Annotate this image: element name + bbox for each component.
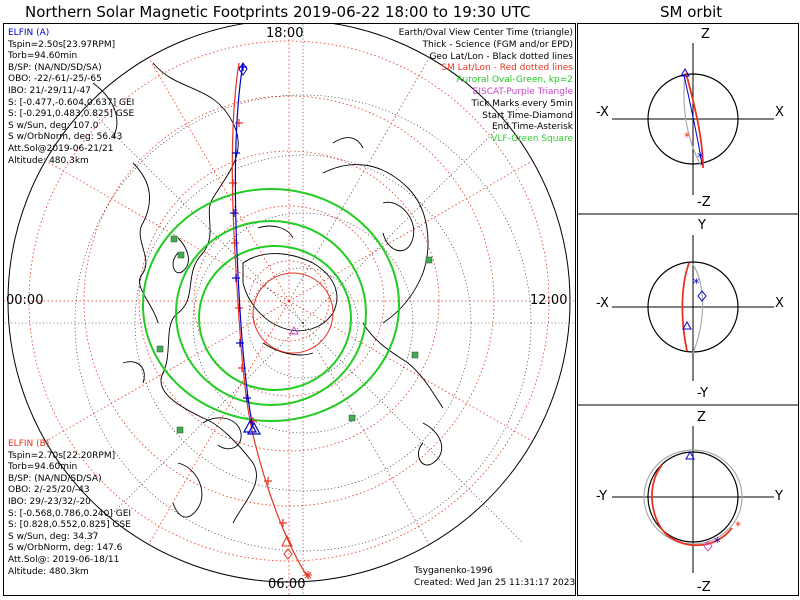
- elfin-a-line: Tspin=2.50s[23.97RPM]: [8, 39, 116, 50]
- elfin-b-line: Altitude: 480.3km: [8, 566, 89, 577]
- footprint-map: [3, 23, 576, 596]
- elfin-b-line: IBO: 29/-23/32/-20: [8, 496, 91, 507]
- panel2-top-label: Y: [697, 218, 706, 233]
- geo-grid: [3, 23, 576, 596]
- orbit-frame: [577, 23, 799, 596]
- legend-item-tick-marks: Tick Marks every 5min: [471, 98, 573, 109]
- legend-item-view-center: Earth/Oval View Center Time (triangle): [398, 28, 573, 38]
- orbit-path-gray: [691, 262, 704, 354]
- elfin-b-line: S: [-0.568,0.786,0.240] GEI: [8, 508, 132, 519]
- elfin-a-line: Att.Sol@2019-06-21/21: [8, 143, 114, 154]
- legend-item-geo-grid: Geo Lat/Lon - Black dotted lines: [429, 51, 573, 62]
- created-timestamp: Created: Wed Jan 25 11:31:17 2023: [414, 578, 576, 588]
- map-frame: [3, 23, 576, 596]
- start-time-diamond: [703, 540, 713, 552]
- elfin-a-line: S w/Sun, deg: 107.0: [8, 120, 99, 131]
- orbit-path-b: [685, 72, 704, 169]
- orbit-path-b: [681, 262, 690, 352]
- elfin-b-line: S: [0.828,0.552,0.825] GSE: [8, 520, 131, 531]
- elfin-a-line: Torb=94.60min: [8, 51, 78, 62]
- orbit-panel-yz: * * Z -Z -Y Y: [596, 410, 783, 595]
- sm-polar-circle: [252, 272, 334, 354]
- legend-item-eiscat: EISCAT-Purple Triangle: [472, 86, 573, 97]
- elfin-b-line: Torb=94.60min: [8, 462, 78, 473]
- panel3-bottom-label: -Z: [697, 580, 711, 595]
- orbit-title: SM orbit: [660, 3, 723, 21]
- legend: Earth/Oval View Center Time (triangle) T…: [399, 28, 573, 146]
- time-label-top: 18:00: [266, 26, 304, 41]
- elfin-a-track: [230, 62, 262, 435]
- legend-item-auroral-oval: Auroral Oval-Green, kp=2: [456, 75, 573, 86]
- end-time-asterisk: *: [735, 519, 741, 533]
- panel2-bottom-label: -Y: [697, 386, 708, 401]
- panel1-bottom-label: -Z: [697, 195, 711, 210]
- map-grid: [3, 23, 576, 596]
- footprint-map-svg: [3, 23, 576, 596]
- elfin-a-line: S: [-0.291,0.483,0.825] GSE: [8, 109, 135, 120]
- elfin-a-line: B/SP: (NA/ND/SD/SA): [8, 62, 102, 73]
- orbit-panel-xz: * * Z -Z -X X: [596, 27, 784, 210]
- elfin-a-info: ELFIN (A) Tspin=2.50s[23.97RPM] Torb=94.…: [8, 28, 134, 167]
- panel3-top-label: Z: [697, 410, 706, 425]
- elfin-b-line: OBO: 2/-25/20/-43: [8, 485, 90, 496]
- elfin-a-line: IBO: 21/-29/11/-47: [8, 85, 91, 96]
- orbit-panel-xy: * Y -Y -X X: [596, 218, 784, 401]
- orbit-panels: * * Z -Z -X X * Y -Y -X X: [577, 23, 799, 596]
- orbit-path-b: [651, 464, 733, 547]
- start-time-diamond: [697, 290, 707, 302]
- orbit-path-gray: [643, 449, 743, 545]
- panel1-right-label: X: [775, 105, 784, 120]
- panel1-left-label: -X: [596, 105, 609, 120]
- elfin-b-name: ELFIN (B): [8, 439, 50, 449]
- elfin-b-line: S w/Sun, deg: 34.37: [8, 531, 99, 542]
- panel3-right-label: Y: [774, 489, 783, 504]
- elfin-b-line: Att.Sol@: 2019-06-18/11: [8, 554, 120, 565]
- elfin-b-line: B/SP: (NA/ND/SD/SA): [8, 473, 102, 484]
- elfin-a-line: Altitude: 480.3km: [8, 155, 89, 166]
- legend-item-sm-grid: SM Lat/Lon - Red dotted lines: [441, 63, 573, 74]
- elfin-a-line: S: [-0.477,-0.604,0.637] GEI: [8, 97, 135, 108]
- orbit-path-a: [683, 74, 703, 166]
- elfin-b-info: ELFIN (B) Tspin=2.70s[22.20RPM] Torb=94.…: [8, 439, 131, 578]
- elfin-b-line: S w/OrbNorm, deg: 147.6: [8, 543, 123, 554]
- legend-item-end-time: End Time-Asterisk: [491, 122, 573, 133]
- orbit-panels-svg: * * Z -Z -X X * Y -Y -X X: [577, 23, 799, 596]
- end-time-asterisk: *: [693, 277, 700, 292]
- panel2-right-label: X: [775, 296, 784, 311]
- end-time-asterisk: *: [714, 536, 721, 551]
- elfin-a-line: S w/OrbNorm, deg: 56.43: [8, 132, 123, 143]
- elfin-b-track: [229, 62, 312, 580]
- legend-item-vlf: VLF-Green Square: [491, 134, 573, 145]
- elfin-a-name: ELFIN (A): [8, 28, 50, 38]
- page-title: Northern Solar Magnetic Footprints 2019-…: [25, 3, 531, 21]
- auroral-oval: [142, 188, 400, 422]
- time-label-right: 12:00: [530, 293, 568, 308]
- panel3-left-label: -Y: [596, 489, 607, 504]
- time-label-left: 00:00: [6, 293, 44, 308]
- legend-item-science: Thick - Science (FGM and/or EPD): [422, 39, 573, 50]
- end-time-asterisk: *: [697, 151, 704, 166]
- time-label-bottom: 06:00: [268, 577, 306, 592]
- vlf-stations: [156, 235, 433, 434]
- view-center-triangle: [685, 450, 695, 460]
- panel2-left-label: -X: [596, 296, 609, 311]
- end-time-asterisk: *: [684, 130, 690, 144]
- legend-item-start-time: Start Time-Diamond: [482, 110, 573, 121]
- elfin-a-line: OBO: -22/-61/-25/-65: [8, 74, 102, 85]
- elfin-b-line: Tspin=2.70s[22.20RPM]: [8, 450, 116, 461]
- panel1-top-label: Z: [701, 27, 710, 42]
- view-center-triangle: [680, 67, 690, 77]
- view-center-triangle: [682, 320, 692, 330]
- eiscat-triangle: [289, 325, 299, 335]
- orbit-path-gray: [683, 74, 702, 167]
- model-credit: Tsyganenko-1996: [414, 566, 493, 576]
